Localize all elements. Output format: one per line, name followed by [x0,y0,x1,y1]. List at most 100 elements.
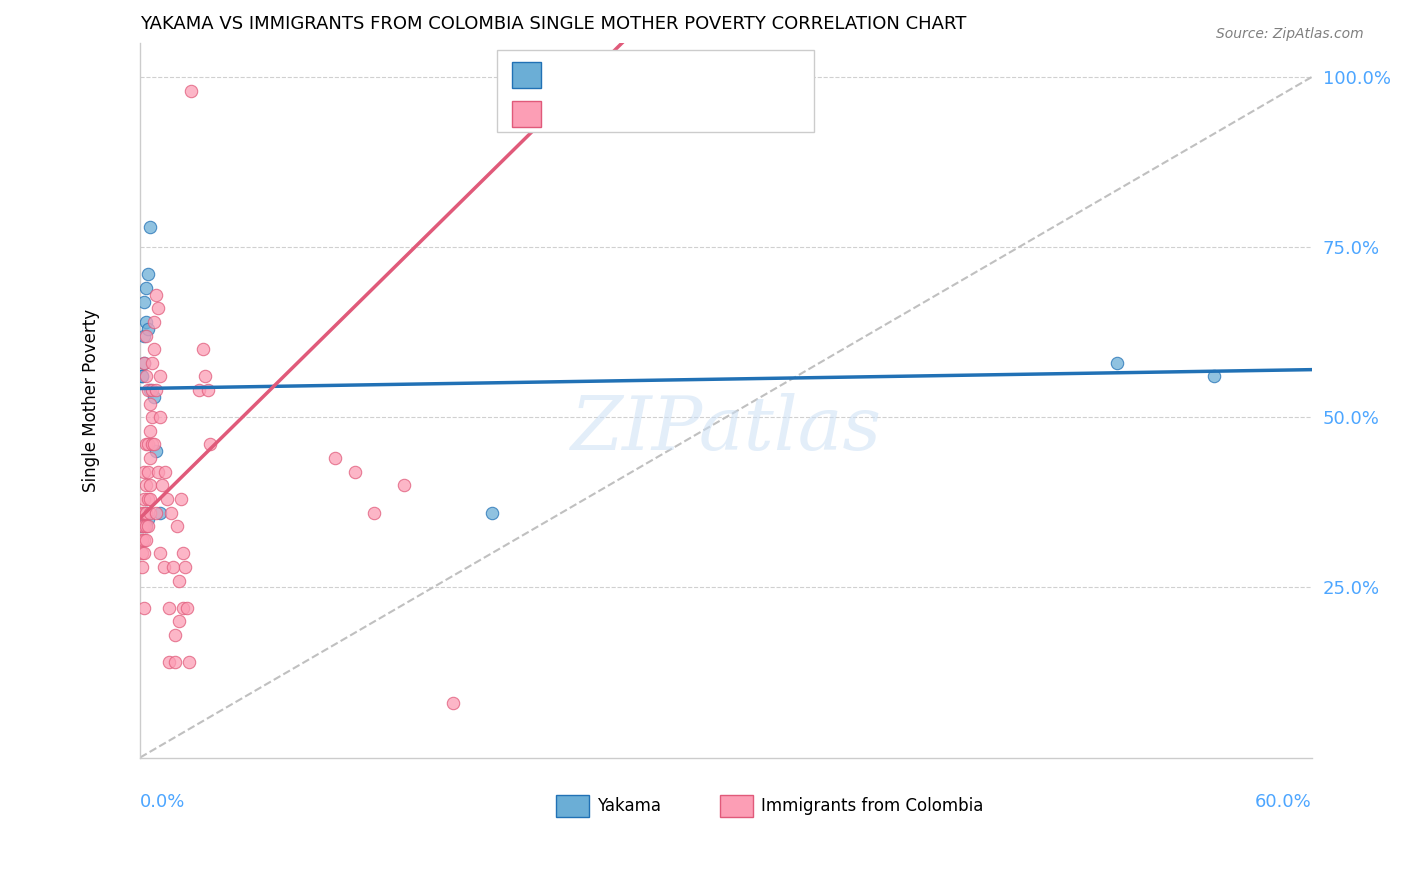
Point [132,491,155,506]
Text: Yakama: Yakama [598,797,661,815]
Point [139,219,162,234]
Point [131,519,153,533]
Text: R = 0.579   N = 76: R = 0.579 N = 76 [548,105,720,123]
Point [135,506,157,520]
Point [149,546,172,560]
Point [135,533,157,547]
Point [139,383,162,397]
Point [135,281,157,295]
Point [200,437,222,451]
Point [136,268,159,282]
Point [145,444,167,458]
Point [131,533,153,547]
Point [136,491,159,506]
Text: Immigrants from Colombia: Immigrants from Colombia [761,797,984,815]
Point [141,356,163,370]
FancyBboxPatch shape [512,62,541,87]
Point [141,383,163,397]
Point [176,600,198,615]
Point [193,369,215,384]
Point [135,369,157,384]
Point [136,465,159,479]
Point [131,560,153,574]
Point [501,83,523,97]
Point [135,328,157,343]
Point [166,519,188,533]
Text: Source: ZipAtlas.com: Source: ZipAtlas.com [1216,27,1364,41]
FancyBboxPatch shape [720,796,754,817]
Point [131,506,153,520]
Point [132,356,155,370]
Point [165,628,187,642]
Point [139,396,162,410]
Point [136,512,159,526]
Text: Single Mother Poverty: Single Mother Poverty [82,309,100,491]
Point [197,383,219,397]
Point [149,369,172,384]
Point [481,506,503,520]
Point [136,383,159,397]
Point [139,491,162,506]
Point [343,465,366,479]
Point [165,655,187,669]
Point [363,506,385,520]
Point [142,315,165,329]
FancyBboxPatch shape [512,102,541,127]
Point [135,478,157,492]
Point [392,478,415,492]
Point [145,506,167,520]
Point [132,519,155,533]
Point [136,322,159,336]
Point [132,546,155,560]
Point [132,506,155,520]
Point [135,437,157,451]
Point [167,615,190,629]
Point [142,437,165,451]
Point [145,383,167,397]
Point [441,696,464,710]
Point [180,83,202,97]
Point [167,574,190,588]
Point [135,519,157,533]
Point [177,655,200,669]
Point [135,519,157,533]
Point [135,506,157,520]
Text: YAKAMA VS IMMIGRANTS FROM COLOMBIA SINGLE MOTHER POVERTY CORRELATION CHART: YAKAMA VS IMMIGRANTS FROM COLOMBIA SINGL… [141,15,966,33]
FancyBboxPatch shape [555,796,589,817]
Point [150,478,173,492]
Point [1204,369,1226,384]
Point [142,342,165,356]
Point [156,491,179,506]
Point [157,655,180,669]
Point [139,478,162,492]
Point [157,600,180,615]
Point [160,506,183,520]
Point [141,437,163,451]
Point [172,600,194,615]
Point [139,506,162,520]
Point [131,369,153,384]
Text: ZIPatlas: ZIPatlas [571,392,882,465]
Point [136,437,159,451]
Point [146,465,169,479]
Point [149,410,172,425]
Point [1105,356,1128,370]
Point [191,342,214,356]
Point [325,451,347,466]
Point [155,465,177,479]
Point [170,491,193,506]
Point [187,383,209,397]
Point [132,356,155,370]
Point [145,287,167,301]
Point [149,506,172,520]
Point [152,560,174,574]
Point [141,410,163,425]
Text: R = 0.043   N = 23: R = 0.043 N = 23 [548,66,720,84]
Point [174,560,197,574]
Point [135,315,157,329]
Point [142,390,165,404]
Point [132,294,155,309]
Point [146,301,169,316]
Point [139,424,162,438]
Point [162,560,184,574]
